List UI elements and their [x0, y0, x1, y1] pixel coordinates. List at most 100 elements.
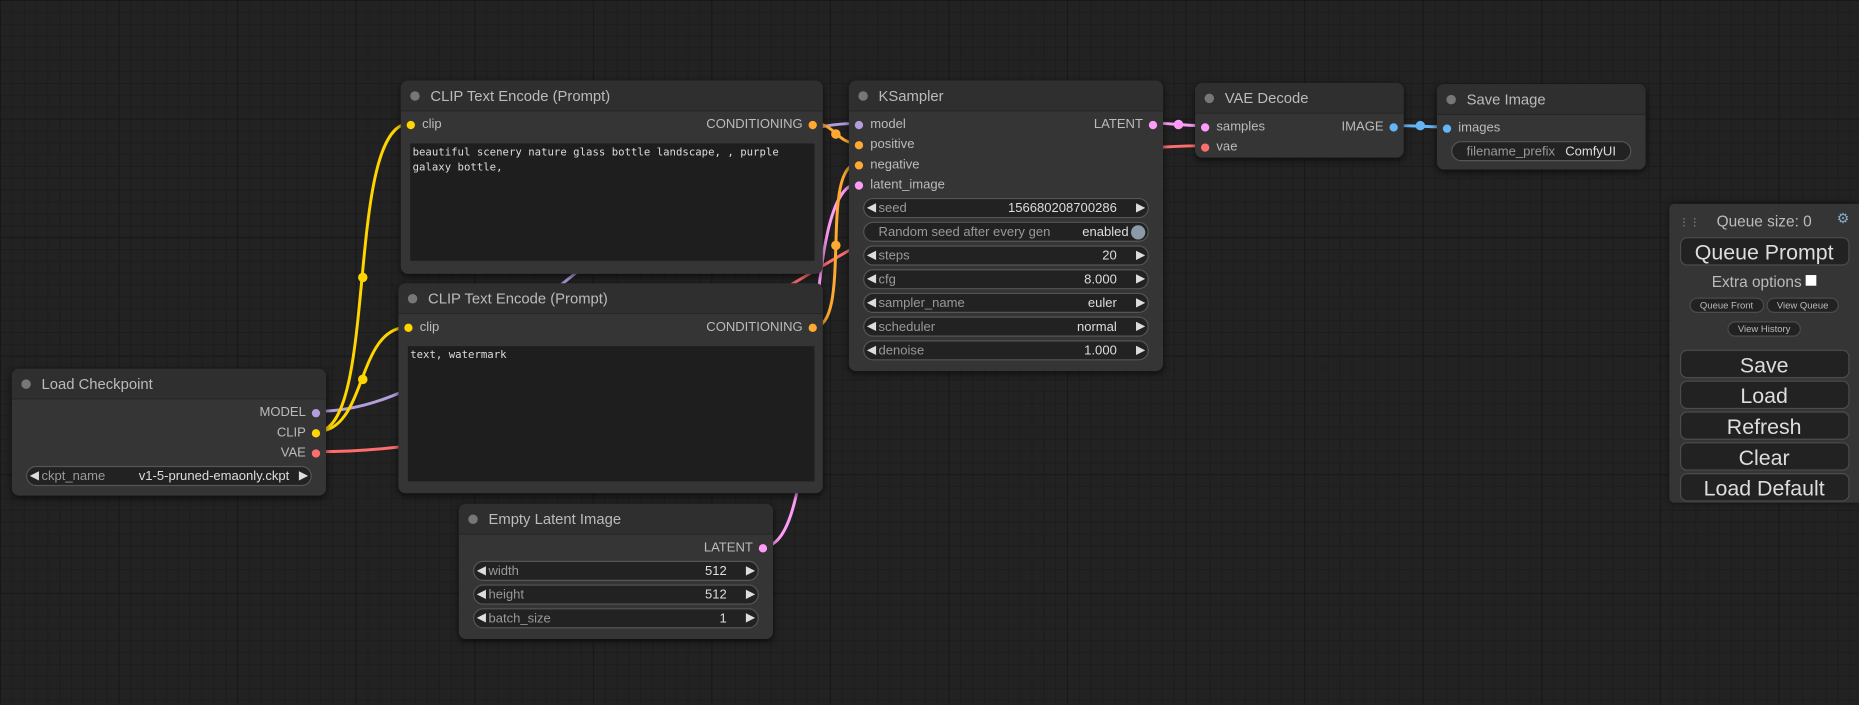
collapse-dot-icon[interactable] [21, 378, 31, 389]
height-widget[interactable]: ◀ height 512 ▶ [473, 584, 759, 605]
input-socket-model[interactable] [854, 120, 864, 129]
arrow-right-icon[interactable]: ▶ [745, 588, 756, 602]
node-title: VAE Decode [1224, 89, 1309, 107]
collapse-dot-icon[interactable] [1204, 93, 1215, 103]
collapse-dot-icon[interactable] [410, 90, 420, 101]
steps-widget[interactable]: ◀ steps 20 ▶ [863, 245, 1149, 266]
arrow-left-icon[interactable]: ◀ [476, 588, 486, 602]
arrow-left-icon[interactable]: ◀ [29, 469, 39, 483]
node-save-image[interactable]: Save Image images filename_prefix ComfyUI [1436, 84, 1646, 170]
width-widget[interactable]: ◀ width 512 ▶ [473, 560, 759, 581]
input-label: vae [1216, 139, 1238, 155]
output-label: CONDITIONING [706, 320, 803, 335]
widget-value: 156680208700286 [1008, 200, 1117, 216]
output-socket-conditioning[interactable] [808, 323, 817, 332]
input-socket-images[interactable] [1442, 123, 1452, 133]
input-socket-clip[interactable] [406, 120, 415, 129]
queue-prompt-button[interactable]: Queue Prompt [1679, 237, 1849, 266]
node-clip-text-encode-positive[interactable]: CLIP Text Encode (Prompt) clip CONDITION… [400, 80, 823, 274]
node-title: Load Checkpoint [41, 375, 153, 392]
node-clip-text-encode-negative[interactable]: CLIP Text Encode (Prompt) clip CONDITION… [398, 283, 823, 494]
prompt-textarea[interactable]: text, watermark [407, 346, 815, 482]
prompt-textarea[interactable]: beautiful scenery nature glass bottle la… [410, 143, 815, 261]
widget-label: steps [878, 248, 910, 263]
batch-size-widget[interactable]: ◀ batch_size 1 ▶ [473, 608, 759, 629]
load-default-button[interactable]: Load Default [1679, 473, 1849, 502]
widget-label: sampler_name [878, 295, 965, 311]
arrow-right-icon[interactable]: ▶ [1135, 343, 1146, 357]
node-ksampler[interactable]: KSampler model LATENT positive negative … [848, 80, 1164, 372]
settings-gear-icon[interactable]: ⚙ [1836, 209, 1850, 227]
view-history-button[interactable]: View History [1727, 321, 1802, 337]
arrow-right-icon[interactable]: ▶ [745, 564, 756, 578]
extra-options-checkbox[interactable] [1805, 275, 1817, 286]
input-socket-latent-image[interactable] [854, 180, 864, 190]
output-socket-conditioning[interactable] [808, 120, 817, 129]
save-button[interactable]: Save [1679, 349, 1849, 379]
toggle-knob-icon[interactable] [1131, 224, 1146, 239]
seed-widget[interactable]: ◀ seed 156680208700286 ▶ [863, 197, 1149, 219]
collapse-dot-icon[interactable] [468, 513, 478, 524]
collapse-dot-icon[interactable] [407, 293, 418, 303]
arrow-right-icon[interactable]: ▶ [1135, 201, 1146, 215]
node-empty-latent-image[interactable]: Empty Latent Image LATENT ◀ width 512 ▶ ◀ he… [458, 503, 774, 640]
arrow-left-icon[interactable]: ◀ [476, 611, 486, 625]
output-socket-latent[interactable] [1148, 120, 1158, 129]
arrow-left-icon[interactable]: ◀ [866, 343, 876, 357]
refresh-button[interactable]: Refresh [1679, 411, 1849, 440]
input-label: model [870, 117, 906, 132]
output-label: LATENT [1093, 117, 1143, 132]
denoise-widget[interactable]: ◀ denoise 1.000 ▶ [863, 340, 1149, 361]
input-socket-clip[interactable] [404, 323, 413, 332]
view-queue-button[interactable]: View Queue [1766, 297, 1840, 313]
node-title: CLIP Text Encode (Prompt) [430, 87, 611, 104]
filename-prefix-field[interactable]: filename_prefix ComfyUI [1451, 141, 1632, 162]
arrow-right-icon[interactable]: ▶ [745, 611, 756, 625]
clear-button[interactable]: Clear [1679, 442, 1849, 471]
queue-front-button[interactable]: Queue Front [1689, 297, 1764, 313]
widget-label: filename_prefix [1466, 144, 1556, 159]
arrow-left-icon[interactable]: ◀ [866, 272, 876, 286]
arrow-left-icon[interactable]: ◀ [866, 201, 876, 215]
cfg-widget[interactable]: ◀ cfg 8.000 ▶ [863, 269, 1149, 290]
arrow-left-icon[interactable]: ◀ [866, 320, 876, 334]
ckpt-name-combo[interactable]: ◀ ckpt_name v1-5-pruned-emaonly.ckpt ▶ [26, 465, 312, 487]
input-label: latent_image [870, 177, 945, 193]
output-socket-model[interactable] [311, 408, 321, 417]
input-socket-samples[interactable] [1201, 122, 1210, 132]
input-socket-negative[interactable] [854, 160, 864, 169]
input-socket-vae[interactable] [1201, 142, 1210, 152]
widget-label: height [488, 587, 525, 602]
widget-label: width [488, 563, 519, 578]
output-label: MODEL [259, 405, 306, 420]
node-vae-decode[interactable]: VAE Decode samples IMAGE vae [1195, 82, 1404, 158]
arrow-right-icon[interactable]: ▶ [1135, 296, 1146, 310]
arrow-right-icon[interactable]: ▶ [1135, 320, 1146, 334]
output-socket-vae[interactable] [311, 448, 321, 458]
node-title: CLIP Text Encode (Prompt) [427, 289, 608, 307]
drag-handle-icon[interactable]: ⋮⋮ [1678, 215, 1701, 228]
widget-value: normal [1076, 319, 1117, 334]
collapse-dot-icon[interactable] [858, 90, 868, 101]
arrow-left-icon[interactable]: ◀ [866, 296, 876, 310]
arrow-left-icon[interactable]: ◀ [476, 564, 486, 578]
arrow-right-icon[interactable]: ▶ [1135, 272, 1146, 286]
scheduler-combo[interactable]: ◀ scheduler normal ▶ [863, 316, 1149, 337]
input-socket-positive[interactable] [854, 140, 864, 149]
random-seed-toggle[interactable]: Random seed after every gen enabled [863, 221, 1149, 242]
collapse-dot-icon[interactable] [1446, 94, 1456, 104]
widget-value: 20 [1102, 248, 1117, 263]
output-socket-clip[interactable] [311, 428, 321, 437]
arrow-left-icon[interactable]: ◀ [866, 248, 876, 263]
output-socket-latent[interactable] [758, 543, 768, 552]
node-title: Save Image [1466, 90, 1546, 108]
load-button[interactable]: Load [1679, 380, 1849, 410]
node-load-checkpoint[interactable]: Load Checkpoint MODEL CLIP VAE ◀ ckpt_nam… [11, 368, 327, 496]
arrow-right-icon[interactable]: ▶ [298, 469, 309, 483]
arrow-right-icon[interactable]: ▶ [1135, 248, 1146, 263]
output-label: VAE [280, 445, 306, 461]
input-label: samples [1216, 119, 1265, 134]
sampler-name-combo[interactable]: ◀ sampler_name euler ▶ [863, 292, 1149, 313]
output-socket-image[interactable] [1389, 122, 1398, 132]
